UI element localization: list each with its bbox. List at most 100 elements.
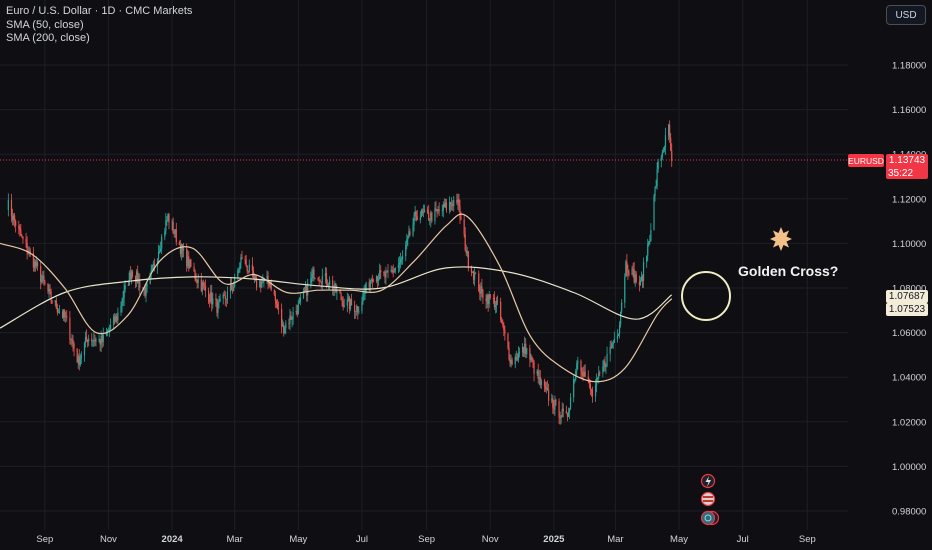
us-flag-event-icon[interactable] — [700, 491, 716, 507]
candle-body — [551, 398, 553, 401]
candle-body — [495, 300, 498, 306]
symbol-title[interactable]: Euro / U.S. Dollar · 1D · CMC Markets — [6, 5, 193, 17]
sma200-legend[interactable]: SMA (200, close) — [6, 32, 90, 44]
candle-body — [134, 276, 137, 283]
candle-body — [29, 250, 31, 253]
candle-body — [26, 242, 28, 253]
candle-body — [120, 305, 122, 313]
x-tick-label: Sep — [799, 534, 816, 545]
candle-body — [85, 336, 88, 340]
candle-body — [633, 269, 635, 283]
candle-body — [15, 220, 17, 226]
candles — [7, 120, 673, 425]
candle-body — [657, 161, 659, 170]
candle-body — [307, 283, 309, 296]
candle-body — [98, 339, 100, 340]
candle-body — [648, 241, 650, 244]
candle-body — [241, 257, 243, 259]
candle-body — [428, 212, 430, 221]
candle-body — [117, 312, 119, 321]
candle-body — [559, 416, 561, 418]
candle-body — [224, 295, 226, 299]
candle-body — [259, 280, 261, 288]
candle-body — [536, 370, 538, 374]
y-tick-label: 1.08000 — [892, 284, 926, 295]
candle-body — [464, 234, 466, 251]
candle-body — [42, 275, 44, 279]
sma50-legend[interactable]: SMA (50, close) — [6, 18, 84, 31]
candle-body — [552, 398, 554, 408]
candle-body — [514, 356, 516, 365]
candle-body — [251, 264, 254, 271]
candle-body — [209, 301, 211, 303]
candle-body — [189, 259, 191, 268]
candle-body — [669, 124, 671, 138]
candle-body — [246, 266, 248, 272]
candle-body — [376, 276, 379, 281]
candle-body — [453, 200, 455, 207]
candle-body — [314, 277, 316, 279]
candle-body — [524, 343, 526, 354]
candle-body — [247, 271, 249, 272]
candle-body — [321, 276, 323, 284]
candle-body — [215, 298, 217, 300]
candle-body — [80, 355, 82, 358]
candle-body — [138, 279, 140, 284]
candle-body — [319, 280, 321, 282]
candle-body — [503, 324, 505, 330]
candle-body — [463, 219, 465, 235]
candle-body — [49, 289, 51, 292]
candle-body — [193, 266, 195, 271]
candle-body — [188, 256, 190, 268]
candle-body — [71, 339, 73, 341]
candle-body — [397, 264, 400, 268]
candle-body — [11, 216, 14, 220]
candle-body — [394, 267, 396, 271]
candle-body — [312, 269, 314, 275]
candle-body — [222, 294, 224, 299]
candle-body — [493, 298, 496, 308]
candle-body — [567, 412, 570, 417]
candle-body — [44, 281, 46, 284]
candle-body — [558, 401, 560, 417]
candle-body — [569, 397, 572, 409]
golden-cross-circle — [681, 271, 731, 321]
candle-body — [566, 413, 569, 417]
candle-body — [656, 169, 658, 186]
candle-body — [530, 357, 532, 360]
candle-body — [266, 275, 268, 279]
candle-body — [438, 209, 440, 212]
candle-body — [70, 339, 72, 341]
candle-body — [298, 301, 300, 304]
world-event-icon[interactable] — [700, 510, 716, 526]
candle-body — [69, 317, 71, 340]
golden-cross-annotation[interactable]: Golden Cross? — [738, 263, 839, 279]
candle-body — [485, 298, 487, 302]
candle-body — [584, 371, 586, 377]
candle-body — [276, 303, 279, 309]
candle-body — [78, 356, 80, 365]
candle-body — [180, 244, 183, 254]
candle-body — [574, 378, 576, 380]
currency-button[interactable]: USD — [886, 5, 926, 25]
candle-body — [487, 295, 489, 305]
candle-body — [671, 150, 673, 161]
candle-body — [421, 210, 424, 213]
candle-body — [137, 271, 139, 284]
candle-body — [131, 271, 134, 277]
candle-body — [292, 312, 294, 320]
candle-body — [187, 256, 189, 267]
candle-body — [284, 328, 286, 334]
candle-body — [568, 408, 571, 413]
grid — [0, 0, 848, 530]
candle-body — [482, 290, 484, 299]
candle-body — [533, 361, 535, 374]
candle-body — [27, 252, 29, 254]
candle-body — [306, 285, 308, 296]
candle-body — [437, 209, 439, 212]
candle-body — [346, 299, 348, 306]
candle-body — [168, 214, 170, 223]
candle-body — [435, 208, 437, 210]
candle-body — [64, 310, 66, 318]
